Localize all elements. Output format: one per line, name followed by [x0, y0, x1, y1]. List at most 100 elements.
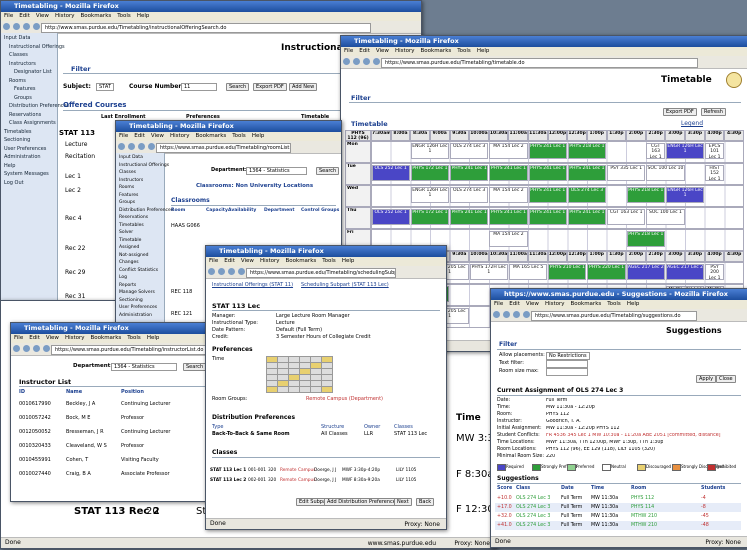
nav-item[interactable]: Distribution Preferences — [119, 207, 174, 213]
menu-item[interactable]: Bookmarks — [420, 48, 452, 54]
url-box[interactable]: https://www.smas.purdue.edu/Timetabling/… — [246, 268, 396, 278]
nav-item[interactable]: Groups — [119, 200, 136, 205]
department-select[interactable]: 1364 - Statistics — [111, 363, 177, 372]
menu-item[interactable]: View — [375, 48, 389, 54]
nav-button[interactable] — [363, 58, 370, 65]
nav-item[interactable]: Class Assignments — [9, 120, 56, 126]
url-box[interactable]: http://www.smas.purdue.edu/Timetabling/i… — [41, 23, 371, 33]
nav-button[interactable] — [138, 143, 145, 150]
nav-button[interactable] — [373, 58, 380, 65]
nav-item[interactable]: Rooms — [9, 77, 26, 84]
menu-item[interactable]: Tools — [457, 48, 471, 54]
class-block[interactable]: CGT 163 Lec 1 — [607, 209, 646, 225]
nav-button[interactable] — [13, 345, 20, 352]
button[interactable]: Add Distribution Preference — [324, 498, 399, 507]
class-block[interactable]: PHYS 241 Lec 1 — [450, 209, 489, 225]
menu-item[interactable]: Tools — [127, 335, 141, 341]
class-block[interactable]: MA 154 Lec 2 — [489, 187, 528, 203]
class-block[interactable]: PHYS 241 Lec 1 — [489, 165, 528, 181]
class-block[interactable]: OLS 274 Lec 3 — [450, 143, 489, 159]
menu-item[interactable]: History — [54, 13, 75, 19]
button[interactable]: Search — [226, 83, 250, 92]
nav-item[interactable]: Rooms — [119, 185, 135, 190]
nav-item[interactable]: Reservations — [9, 111, 42, 118]
nav-button[interactable] — [23, 345, 30, 352]
nav-button[interactable] — [43, 345, 50, 352]
class-block[interactable]: OLS 252 Lec 1 — [371, 209, 410, 225]
class-block[interactable]: PHYS 241 Lec 1 — [528, 209, 567, 225]
menu-item[interactable]: Tools — [232, 133, 246, 139]
nav-button[interactable] — [128, 143, 135, 150]
button[interactable]: Refresh — [701, 108, 726, 117]
url-box[interactable]: https://www.smas.purdue.edu/Timetabling/… — [156, 143, 291, 153]
nav-button[interactable] — [33, 345, 40, 352]
class-block[interactable]: ENGR 126H Lec 1 — [665, 143, 705, 159]
nav-item[interactable]: Assigned — [119, 245, 140, 250]
class-block[interactable]: SOC 100 Lec 10 — [646, 165, 685, 181]
class-block[interactable]: MA 154 Lec 2 — [489, 143, 528, 159]
nav-button[interactable] — [503, 311, 510, 318]
search-button[interactable]: Search — [316, 167, 340, 176]
nav-button[interactable] — [513, 311, 520, 318]
class-block[interactable]: PHYS 172 Lec 1 — [410, 165, 449, 181]
nav-item[interactable]: Administration — [4, 154, 41, 160]
nav-item[interactable]: Instructional Offerings — [9, 43, 65, 50]
nav-item[interactable]: Help — [4, 162, 16, 169]
nav-button[interactable] — [493, 311, 500, 318]
class-block[interactable]: PHYS 220 Lec 1 — [587, 264, 626, 280]
menu-item[interactable]: Help — [626, 301, 640, 307]
nav-item[interactable]: Solver — [119, 230, 134, 235]
menu-item[interactable]: Tools — [117, 13, 131, 19]
menu-item[interactable]: View — [35, 13, 49, 19]
class-block[interactable]: PHYS 218 Lec 1 — [626, 231, 665, 247]
menu-item[interactable]: Edit — [359, 48, 370, 54]
class-block[interactable]: HIST 152 Lec 1 — [705, 165, 724, 181]
class-block[interactable]: PHYS 241 Lec 1 — [567, 209, 607, 225]
nav-item[interactable]: Groups — [14, 94, 32, 101]
nav-button[interactable] — [3, 23, 10, 30]
nav-item[interactable]: Sectioning — [119, 297, 143, 303]
nav-item[interactable]: Log — [119, 275, 128, 280]
nav-item[interactable]: Manage Solvers — [119, 290, 155, 295]
breadcrumb[interactable]: Scheduling Subpart (STAT 113 Lec) — [301, 282, 389, 288]
class-block[interactable]: EPCS 101 Lec 1 — [705, 143, 724, 159]
nav-button[interactable] — [13, 23, 20, 30]
nav-button[interactable] — [148, 143, 155, 150]
nav-item[interactable]: Distribution Preferences — [9, 103, 70, 109]
nav-item[interactable]: Reports — [119, 282, 137, 288]
menu-item[interactable]: Edit — [19, 13, 30, 19]
nav-item[interactable]: Timetables — [119, 222, 144, 228]
nav-item[interactable]: Features — [119, 192, 139, 198]
menu-item[interactable]: Bookmarks — [195, 133, 227, 139]
class-block[interactable]: OLS 274 Lec 3 — [450, 187, 489, 203]
menu-item[interactable]: History — [64, 335, 85, 341]
class-block[interactable]: PSY 335 Lec 1 — [607, 165, 646, 181]
menu-item[interactable]: File — [209, 258, 219, 264]
nav-item[interactable]: Instructors — [119, 177, 144, 183]
menu-item[interactable]: View — [45, 335, 59, 341]
menu-item[interactable]: File — [14, 335, 24, 341]
menu-item[interactable]: Help — [146, 335, 160, 341]
class-block[interactable]: AGEC 217 Lec 2 — [626, 264, 665, 280]
allow-select[interactable]: No Restrictions — [546, 352, 590, 361]
menu-item[interactable]: File — [494, 301, 504, 307]
nav-item[interactable]: Classes — [9, 52, 28, 58]
nav-item[interactable]: System Messages — [4, 171, 49, 177]
class-block[interactable]: PHYS 241 Lec 1 — [528, 143, 567, 159]
button[interactable]: Apply — [696, 375, 717, 384]
nav-button[interactable] — [118, 143, 125, 150]
menu-item[interactable]: Help — [476, 48, 490, 54]
class-block[interactable]: SOC 100 Lec 1 — [646, 209, 685, 225]
menu-item[interactable]: Edit — [29, 335, 40, 341]
nav-item[interactable]: Input Data — [4, 35, 31, 41]
nav-item[interactable]: User Preferences — [4, 145, 47, 152]
class-block[interactable]: PSY 200 Lec 1 — [705, 264, 724, 280]
nav-item[interactable]: Input Data — [119, 155, 143, 160]
class-block[interactable]: PHYS 172 Lec 1 — [410, 209, 449, 225]
class-block[interactable]: PHYS 218 Lec 1 — [626, 187, 665, 203]
menu-item[interactable]: File — [119, 133, 129, 139]
menu-item[interactable]: View — [240, 258, 254, 264]
menu-item[interactable]: File — [344, 48, 354, 54]
class-block[interactable]: PHYS 172H Lec 1 — [469, 264, 508, 280]
button[interactable]: Add New — [289, 83, 318, 92]
